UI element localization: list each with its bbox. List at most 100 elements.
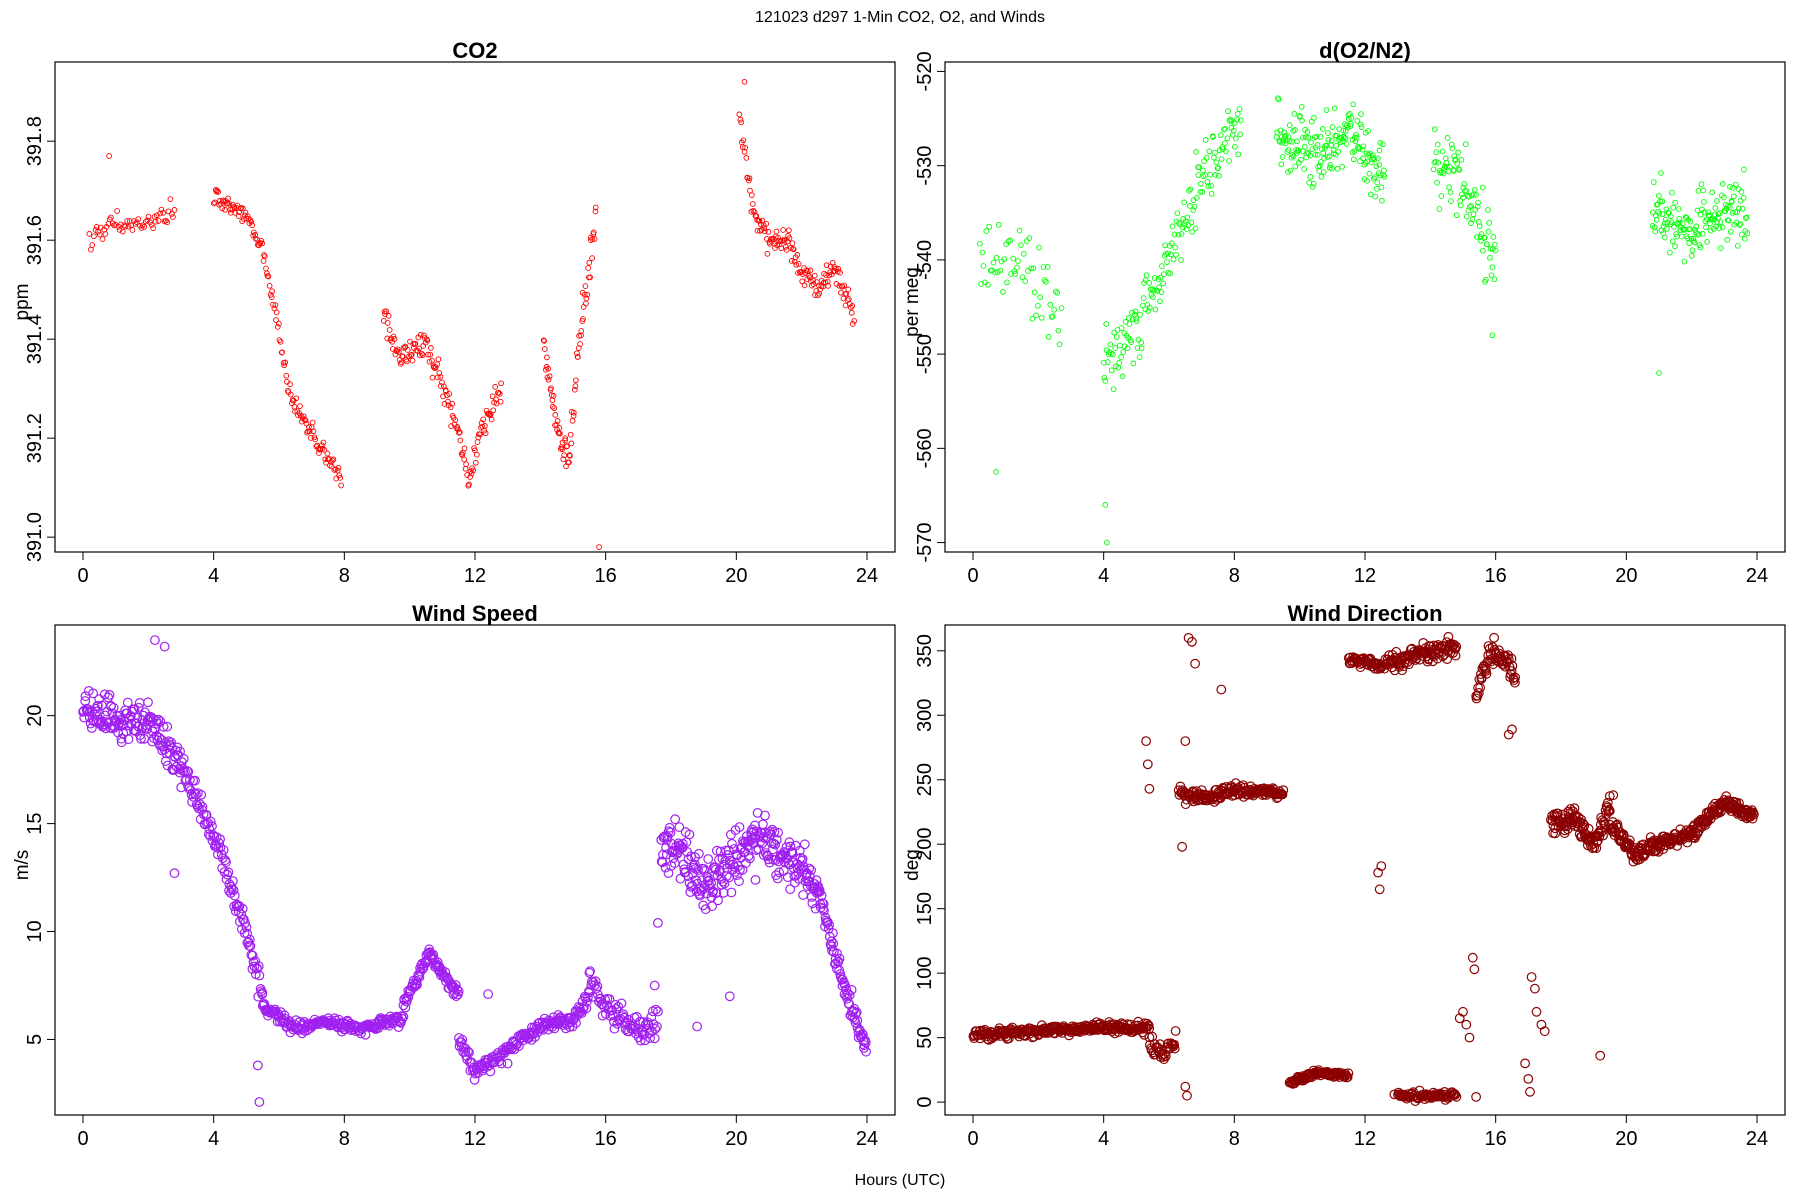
wspd-point — [136, 733, 146, 744]
o2-point — [1216, 172, 1222, 179]
co2-ytick-label: 391.6 — [24, 215, 46, 265]
co2-point — [496, 391, 503, 397]
co2-point — [572, 383, 579, 389]
o2-point — [1487, 245, 1494, 252]
co2-point — [461, 445, 468, 452]
wspd-point — [727, 838, 737, 849]
wspd-point — [79, 712, 90, 723]
wspd-point — [108, 702, 119, 713]
wspd-point — [703, 854, 714, 864]
wdir-point — [1461, 1019, 1472, 1030]
wdir-point — [1612, 819, 1623, 830]
o2-point — [1118, 325, 1125, 331]
o2-point — [1056, 341, 1063, 348]
o2-point — [1470, 211, 1477, 218]
o2-point — [1168, 240, 1175, 247]
co2-point — [737, 116, 744, 123]
co2-point — [773, 228, 780, 235]
o2-point — [1235, 151, 1242, 158]
o2-point — [1222, 140, 1228, 146]
wspd-ytick-label: 5 — [24, 1034, 46, 1045]
o2-point — [990, 259, 997, 266]
wspd-point — [826, 941, 837, 952]
wdir-point — [1451, 1091, 1462, 1102]
co2-point — [116, 227, 123, 233]
o2-point — [1333, 142, 1339, 149]
co2-point — [492, 384, 499, 390]
co2-point — [578, 328, 585, 334]
wspd-point — [88, 688, 98, 699]
co2-point — [493, 396, 499, 403]
wspd-point — [760, 810, 770, 821]
co2-point — [453, 425, 460, 431]
wdir-ytick-label: 300 — [914, 699, 936, 732]
o2-point — [1348, 115, 1355, 121]
o2-point — [1151, 275, 1158, 281]
wspd-point — [791, 870, 801, 881]
o2-point — [1715, 215, 1721, 221]
wspd-point — [818, 899, 829, 909]
o2-point — [1113, 334, 1120, 340]
co2-point — [452, 417, 459, 423]
wspd-point — [190, 789, 201, 800]
o2-point — [1210, 134, 1216, 140]
o2-point — [1734, 242, 1741, 249]
o2-point — [1662, 234, 1668, 241]
co2-point — [168, 211, 175, 217]
wspd-point — [729, 861, 740, 872]
co2-point — [88, 246, 94, 253]
o2-point — [1376, 161, 1383, 168]
o2-point — [1353, 134, 1360, 141]
wspd-point — [463, 1046, 473, 1057]
o2-point — [1656, 370, 1662, 376]
o2-point — [1190, 207, 1197, 213]
o2-yticks: -570 -560 -550 -540 -530 -520 — [914, 51, 945, 563]
o2-point — [1457, 202, 1464, 209]
wdir-point — [1449, 1088, 1460, 1099]
o2-point — [1159, 263, 1165, 269]
co2-xtick-label: 12 — [464, 565, 486, 587]
o2-point — [1104, 359, 1111, 365]
o2-point — [1217, 132, 1224, 139]
co2-point — [302, 417, 309, 424]
o2-point — [1146, 280, 1153, 286]
o2-point — [1278, 161, 1285, 168]
o2-point — [1653, 216, 1660, 223]
wdir-xtick-label: 20 — [1615, 1128, 1637, 1150]
o2-point — [1660, 223, 1667, 230]
wdir-point — [1159, 1054, 1169, 1065]
o2-point — [979, 249, 986, 256]
co2-point — [297, 403, 303, 409]
wspd-point — [604, 994, 615, 1005]
o2-point — [1463, 213, 1470, 220]
o2-point — [1040, 264, 1047, 270]
wdir-point — [1277, 789, 1288, 800]
co2-point — [456, 429, 462, 436]
wspd-point — [581, 1003, 592, 1014]
wdir-point — [1373, 658, 1384, 669]
o2-point — [1465, 207, 1472, 214]
wspd-xtick-label: 0 — [77, 1128, 88, 1150]
o2-point — [1439, 148, 1446, 155]
co2-point — [782, 244, 789, 250]
o2-point — [1732, 181, 1739, 188]
wspd-point — [190, 775, 200, 786]
co2-point — [265, 273, 272, 280]
co2-point — [574, 350, 580, 357]
o2-ylabel: per meg — [902, 267, 923, 337]
o2-point — [1657, 198, 1663, 205]
o2-point — [1329, 165, 1335, 172]
co2-point — [548, 385, 554, 392]
wspd-point — [450, 980, 461, 990]
co2-point — [93, 223, 100, 230]
wdir-point — [1389, 1089, 1400, 1100]
o2-point — [1489, 332, 1496, 339]
wspd-point — [849, 1014, 860, 1025]
o2-point — [1695, 188, 1702, 194]
o2-point — [1028, 265, 1034, 272]
co2-point — [833, 265, 839, 272]
co2-point — [580, 316, 586, 322]
o2-point — [1431, 159, 1438, 166]
wdir-point — [1180, 736, 1191, 746]
